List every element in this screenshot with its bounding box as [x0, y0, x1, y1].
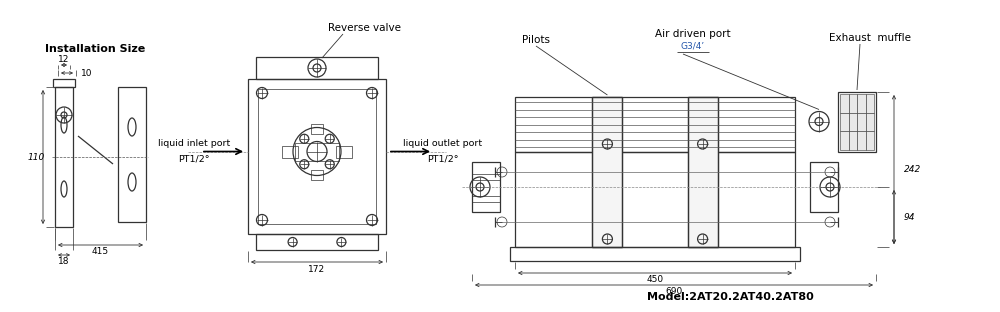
Bar [256, 234, 378, 250]
Text: Air driven port: Air driven port [655, 29, 731, 39]
Bar [838, 92, 876, 152]
Bar [848, 94, 857, 113]
Text: Pilots: Pilots [522, 35, 550, 45]
Text: 450: 450 [646, 275, 664, 284]
Text: Installation Size: Installation Size [45, 44, 145, 54]
Bar [515, 152, 795, 247]
Bar [53, 79, 75, 87]
Bar [472, 196, 500, 202]
Bar [810, 162, 838, 212]
Text: PT1/2°: PT1/2° [178, 154, 210, 163]
Bar [311, 124, 323, 134]
Text: 110: 110 [27, 153, 45, 162]
Bar [848, 131, 857, 150]
Bar [688, 97, 718, 247]
Bar [857, 131, 866, 150]
Bar [295, 143, 339, 160]
Text: 415: 415 [92, 246, 109, 256]
Bar [55, 87, 73, 227]
Bar [866, 131, 874, 150]
Bar [282, 145, 298, 158]
Bar [840, 131, 848, 150]
Bar [840, 113, 848, 131]
Bar [256, 57, 378, 79]
Text: Reverse valve: Reverse valve [328, 23, 402, 33]
Text: 94: 94 [904, 212, 916, 222]
Bar [840, 94, 848, 113]
Bar [472, 173, 500, 179]
Bar [848, 113, 857, 131]
Bar [472, 162, 500, 212]
Text: PT1/2°: PT1/2° [427, 154, 459, 163]
Bar [866, 94, 874, 113]
Bar [515, 97, 795, 152]
Text: 18: 18 [58, 256, 70, 266]
Bar [857, 113, 866, 131]
Bar [866, 113, 874, 131]
Text: 10: 10 [81, 69, 92, 77]
Text: Exhaust  muffle: Exhaust muffle [829, 33, 911, 43]
Bar [857, 94, 866, 113]
Bar [336, 145, 352, 158]
Bar [118, 87, 146, 222]
Text: Model:2AT20.2AT40.2AT80: Model:2AT20.2AT40.2AT80 [647, 292, 813, 302]
Text: liquid outlet port: liquid outlet port [403, 139, 483, 148]
Text: liquid inlet port: liquid inlet port [158, 139, 230, 148]
Bar [592, 97, 622, 247]
Bar [311, 169, 323, 179]
Bar [592, 97, 622, 247]
Bar [510, 247, 800, 261]
Bar [688, 97, 718, 247]
Text: 172: 172 [308, 265, 326, 274]
Bar [258, 89, 376, 224]
Text: G3/4’: G3/4’ [681, 41, 705, 51]
Text: 12: 12 [58, 56, 70, 65]
Bar [248, 79, 386, 234]
Text: 690: 690 [665, 286, 683, 295]
Text: 242: 242 [904, 165, 921, 174]
